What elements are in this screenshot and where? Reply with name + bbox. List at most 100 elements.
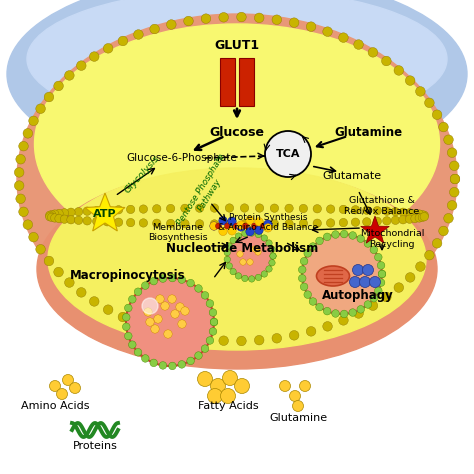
- Circle shape: [255, 274, 262, 281]
- Circle shape: [18, 141, 28, 151]
- Circle shape: [70, 383, 81, 393]
- Circle shape: [159, 362, 167, 369]
- Circle shape: [210, 204, 219, 212]
- Circle shape: [55, 214, 63, 223]
- Circle shape: [230, 237, 237, 244]
- Circle shape: [156, 295, 164, 303]
- Circle shape: [181, 307, 189, 315]
- Circle shape: [447, 148, 457, 157]
- Circle shape: [125, 304, 132, 312]
- Circle shape: [210, 318, 218, 326]
- Circle shape: [166, 328, 176, 338]
- Circle shape: [411, 209, 419, 218]
- Circle shape: [332, 231, 339, 238]
- Circle shape: [425, 98, 434, 108]
- Circle shape: [122, 323, 130, 330]
- Circle shape: [416, 87, 425, 96]
- Circle shape: [166, 219, 175, 228]
- Circle shape: [44, 92, 54, 102]
- Circle shape: [83, 217, 91, 225]
- Text: Glutathione &
Red/Ox Balance: Glutathione & Red/Ox Balance: [345, 196, 419, 216]
- Circle shape: [405, 76, 415, 85]
- Circle shape: [195, 352, 202, 359]
- Circle shape: [74, 216, 83, 225]
- Circle shape: [142, 355, 149, 362]
- Circle shape: [206, 337, 214, 344]
- Circle shape: [18, 207, 28, 217]
- Circle shape: [444, 135, 453, 145]
- Circle shape: [209, 328, 217, 335]
- Text: Glucose-6-Phosphate: Glucose-6-Phosphate: [127, 153, 237, 163]
- Circle shape: [332, 310, 339, 317]
- Circle shape: [255, 204, 264, 212]
- Circle shape: [171, 310, 179, 318]
- Circle shape: [195, 285, 202, 292]
- Circle shape: [127, 205, 135, 214]
- Circle shape: [243, 223, 248, 229]
- Circle shape: [128, 341, 136, 348]
- Circle shape: [184, 16, 193, 26]
- Circle shape: [304, 250, 311, 257]
- Circle shape: [118, 312, 128, 322]
- Circle shape: [36, 245, 46, 254]
- Circle shape: [323, 321, 332, 331]
- Circle shape: [370, 294, 378, 302]
- Circle shape: [261, 271, 267, 277]
- Circle shape: [92, 217, 101, 226]
- Circle shape: [405, 215, 414, 223]
- Circle shape: [225, 204, 234, 212]
- Circle shape: [103, 218, 111, 226]
- Circle shape: [382, 292, 391, 302]
- Circle shape: [255, 336, 264, 345]
- Circle shape: [383, 217, 391, 225]
- Circle shape: [338, 316, 348, 325]
- Circle shape: [169, 274, 176, 282]
- Circle shape: [378, 270, 386, 278]
- Circle shape: [418, 213, 427, 221]
- Circle shape: [299, 204, 308, 213]
- Circle shape: [159, 275, 167, 283]
- Circle shape: [415, 210, 423, 218]
- Circle shape: [225, 223, 230, 229]
- Text: TCA: TCA: [276, 149, 300, 159]
- Circle shape: [208, 389, 222, 403]
- Circle shape: [292, 401, 303, 411]
- Circle shape: [377, 262, 385, 269]
- Circle shape: [210, 318, 218, 326]
- Circle shape: [285, 219, 293, 228]
- Circle shape: [16, 155, 26, 164]
- Circle shape: [169, 362, 176, 370]
- Circle shape: [269, 246, 275, 253]
- Circle shape: [411, 214, 419, 223]
- Ellipse shape: [17, 14, 457, 344]
- Circle shape: [270, 204, 279, 212]
- Circle shape: [139, 205, 147, 213]
- Ellipse shape: [317, 266, 349, 286]
- Circle shape: [210, 222, 218, 230]
- Circle shape: [255, 231, 262, 238]
- Circle shape: [103, 305, 113, 314]
- Text: Protein Synthesis
& Amino Acid Balance: Protein Synthesis & Amino Acid Balance: [218, 213, 318, 232]
- Circle shape: [224, 249, 230, 256]
- Circle shape: [64, 278, 74, 287]
- Circle shape: [164, 330, 172, 338]
- Circle shape: [405, 209, 414, 217]
- Text: Glucose: Glucose: [210, 126, 264, 139]
- Circle shape: [373, 217, 382, 226]
- Circle shape: [150, 324, 159, 334]
- Circle shape: [230, 268, 237, 275]
- Circle shape: [166, 20, 176, 29]
- Circle shape: [357, 235, 365, 243]
- Circle shape: [46, 212, 54, 221]
- Circle shape: [63, 374, 73, 385]
- Ellipse shape: [48, 168, 426, 350]
- Circle shape: [92, 207, 101, 215]
- Circle shape: [450, 174, 460, 184]
- Circle shape: [74, 208, 83, 216]
- Circle shape: [340, 230, 348, 238]
- Circle shape: [176, 303, 184, 311]
- Circle shape: [219, 227, 227, 236]
- Circle shape: [235, 233, 242, 239]
- Circle shape: [44, 256, 54, 266]
- Circle shape: [118, 36, 128, 46]
